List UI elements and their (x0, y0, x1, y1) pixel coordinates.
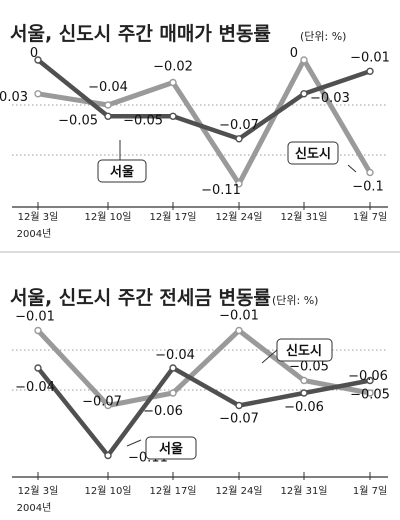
x-tick-label: 12월 24일 (215, 485, 262, 497)
data-label: −0.05 (58, 113, 98, 128)
data-point (104, 112, 112, 121)
legend-leader-seoul (126, 439, 142, 447)
data-point (169, 78, 177, 87)
data-point (235, 180, 243, 188)
data-point (366, 168, 374, 177)
data-point (300, 56, 308, 64)
data-point (366, 389, 374, 397)
data-label: −0.1 (352, 180, 384, 195)
data-label: −0.11 (201, 183, 241, 198)
x-tick-label: 12월 17일 (149, 211, 196, 223)
data-label: −0.01 (15, 310, 55, 325)
data-point (104, 451, 112, 460)
data-point (300, 376, 308, 385)
x-tick-label: 12월 10일 (84, 211, 131, 223)
series-line-sindosi (35, 57, 373, 187)
x-tick-label: 1월 7일 (353, 485, 387, 497)
data-label: −0.03 (0, 90, 28, 105)
data-point (34, 364, 42, 372)
data-label: −0.07 (219, 118, 259, 133)
legend-box-seoul (97, 159, 147, 183)
x-tick-label: 12월 10일 (84, 485, 131, 497)
data-point (235, 326, 243, 335)
legend-leader-sindosi (261, 349, 278, 364)
data-point (104, 101, 112, 109)
unit-label: (단위: %) (272, 294, 318, 307)
legend-box-sindosi (287, 141, 339, 165)
data-label: −0.06 (284, 400, 324, 415)
data-point (34, 326, 42, 335)
legend-label-seoul: 서울 (159, 441, 183, 457)
data-point (366, 376, 374, 385)
data-label: 0 (290, 46, 298, 61)
data-point (300, 90, 308, 98)
data-label: −0.05 (123, 113, 163, 128)
legend-box-seoul (145, 436, 197, 460)
data-point (169, 389, 177, 397)
data-label: −0.01 (219, 309, 259, 324)
legend-leader-sindosi (347, 164, 357, 173)
data-point (235, 401, 243, 410)
data-label: −0.04 (15, 380, 55, 395)
legend-label-sindosi: 신도시 (286, 344, 322, 359)
data-label: −0.03 (310, 91, 350, 106)
data-point (169, 112, 177, 121)
year-label: 2004년 (17, 502, 52, 514)
data-point (34, 56, 42, 64)
legend-label-seoul: 서울 (110, 164, 134, 180)
chart-title: 서울, 신도시 주간 매매가 변동률 (10, 23, 271, 45)
data-label: −0.01 (350, 50, 390, 65)
x-tick-label: 12월 17일 (149, 485, 196, 497)
data-label: −0.07 (219, 412, 259, 427)
legend-box-sindosi (276, 338, 333, 362)
data-label: −0.06 (348, 369, 388, 384)
chart-panel-2: 서울, 신도시 주간 전세금 변동률 (단위: %) 12월 3일 12월 10일 12… (10, 287, 390, 514)
series-line-seoul (35, 365, 373, 458)
chart-title: 서울, 신도시 주간 전세금 변동률 (10, 287, 271, 309)
unit-label: (단위: %) (300, 30, 346, 43)
data-label: −0.05 (350, 388, 390, 403)
x-tick-label: 1월 7일 (353, 211, 387, 223)
data-point (366, 67, 374, 76)
data-point (235, 135, 243, 143)
x-tick-label: 12월 24일 (215, 211, 262, 223)
data-point (300, 389, 308, 397)
x-tick-label: 12월 3일 (18, 211, 59, 223)
year-label: 2004년 (17, 228, 52, 240)
data-point (104, 401, 112, 410)
data-point (34, 90, 42, 98)
legend-label-sindosi: 신도시 (295, 147, 331, 162)
x-tick-label: 12월 31일 (280, 211, 327, 223)
x-tick-label: 12월 31일 (280, 485, 327, 497)
data-label: −0.05 (289, 360, 329, 375)
x-tick-label: 12월 3일 (18, 485, 59, 497)
data-label: 0 (30, 46, 38, 61)
data-point (169, 364, 177, 372)
data-label: −0.07 (82, 395, 122, 410)
series-line-seoul (35, 57, 373, 142)
data-label: −0.04 (155, 348, 195, 363)
data-label: −0.06 (143, 404, 183, 419)
series-line-sindosi (35, 328, 373, 408)
data-label: −0.02 (153, 60, 193, 75)
chart-panel-1: 서울, 신도시 주간 매매가 변동률 (단위: %) 12월 3일 12월 10일 12… (0, 23, 390, 240)
data-label: −0.04 (88, 80, 128, 95)
